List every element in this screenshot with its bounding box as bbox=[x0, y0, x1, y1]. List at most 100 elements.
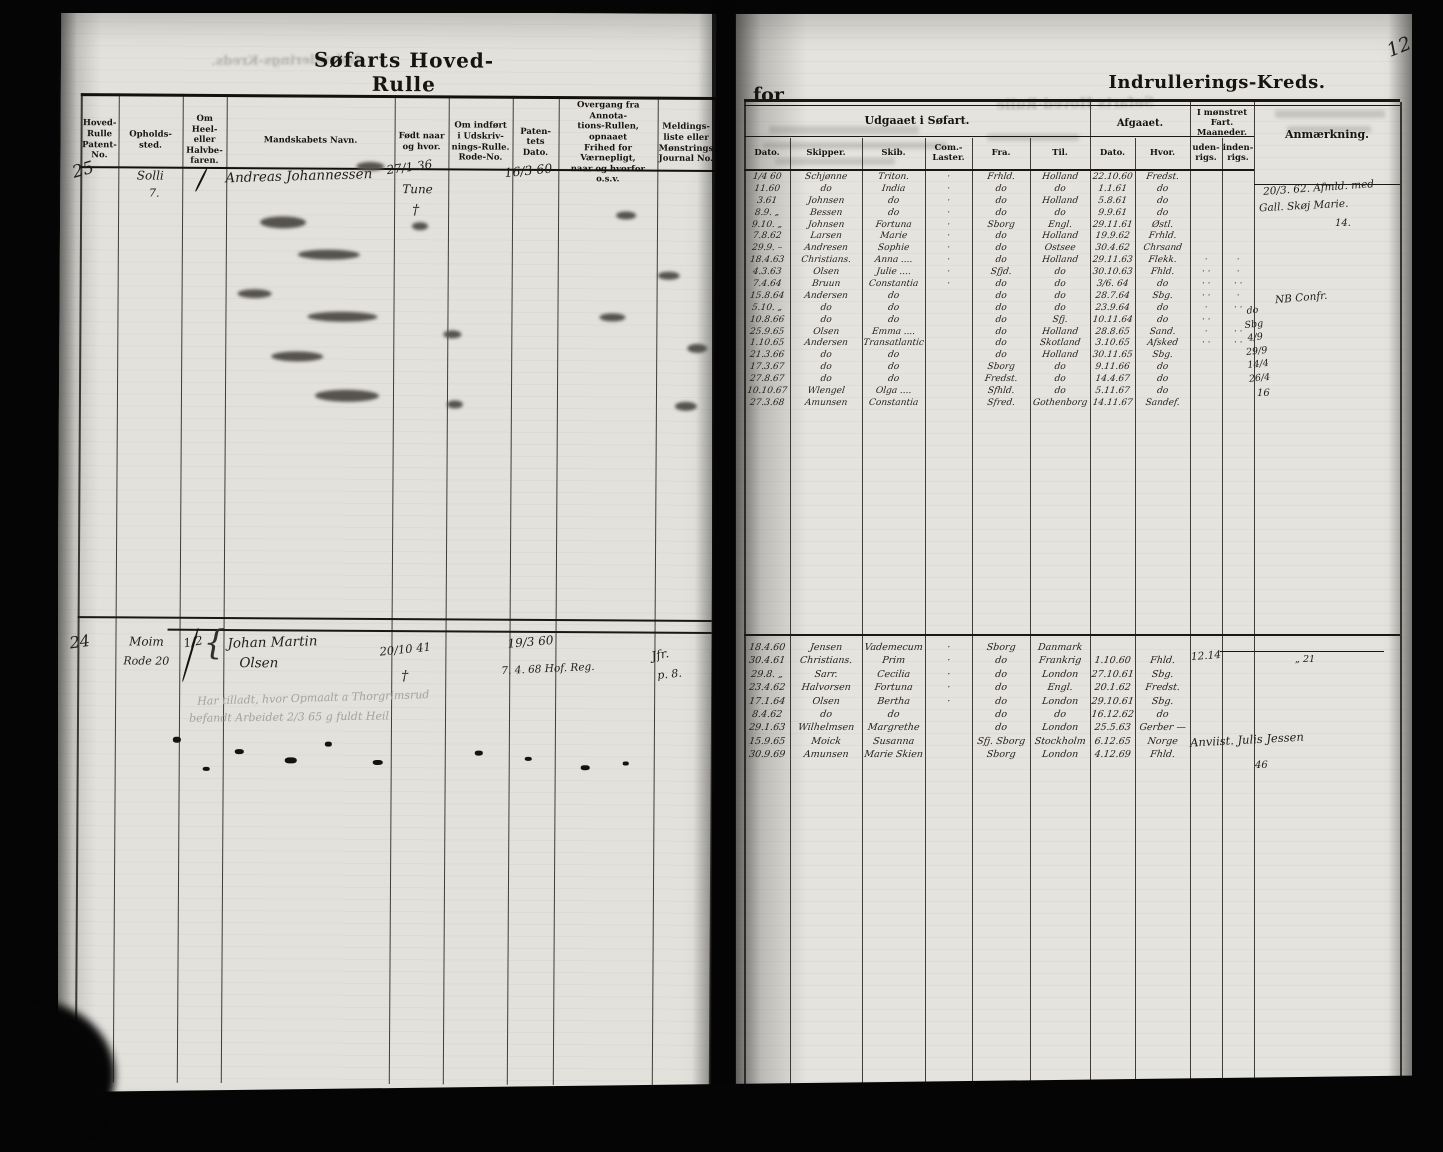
cell-afgaaet-hvor: Fredst. bbox=[1144, 682, 1181, 694]
cell-udenrigs: · bbox=[1204, 255, 1209, 266]
entry24-patent-note: 7. 4. 68 Hof. Reg. bbox=[501, 660, 595, 678]
cell-til: do bbox=[1053, 708, 1067, 720]
group-header-anmaerkning: Anmærkning. bbox=[1284, 128, 1369, 141]
cell-til: Holland bbox=[1041, 255, 1079, 266]
entry25-remark-line3: 14. bbox=[1335, 218, 1351, 229]
cell-skipper: Halvorsen bbox=[800, 682, 852, 694]
bleed-through-text bbox=[1287, 126, 1371, 133]
cell-indenrigs bbox=[1221, 696, 1255, 709]
cell-afgaaet-dato bbox=[1089, 642, 1136, 655]
cell-afgaaet-dato: 19.9.62 bbox=[1094, 231, 1131, 242]
cell-til: Engl. bbox=[1046, 682, 1074, 694]
cell-skipper: Sarr. bbox=[813, 668, 839, 680]
cell-udenrigs: · bbox=[1204, 302, 1209, 313]
header-bottom-line bbox=[744, 169, 1254, 171]
cell-til: Sfj. bbox=[1051, 314, 1069, 325]
cell-til: do bbox=[1053, 374, 1067, 385]
ink-smudge bbox=[411, 222, 429, 231]
cell-skib: Anna .... bbox=[874, 255, 914, 266]
cell-skipper: do bbox=[819, 362, 833, 373]
ink-smudge bbox=[297, 249, 360, 260]
voyage-row: 7.8.62 Larsen Marie · do Holland 19.9.62… bbox=[744, 231, 1400, 243]
cell-afgaaet-dato: 9.11.66 bbox=[1094, 362, 1131, 373]
cell-anm bbox=[1253, 315, 1400, 327]
cell-udenrigs bbox=[1189, 682, 1223, 695]
cell-afgaaet-hvor: Sand. bbox=[1149, 326, 1177, 337]
cell-indenrigs bbox=[1221, 220, 1254, 232]
grid-line bbox=[1190, 102, 1191, 138]
cell-fra: Frhld. bbox=[986, 172, 1016, 182]
voyage-row: 5.10. „ do do do do 23.9.64 do · · · bbox=[744, 303, 1400, 315]
cell-skib: do bbox=[887, 207, 900, 218]
cell-dato: 27.3.68 bbox=[749, 397, 785, 408]
cell-udenrigs bbox=[1189, 350, 1222, 362]
grid-line bbox=[1190, 138, 1191, 1086]
cell-til: London bbox=[1041, 695, 1079, 707]
cell-skib: India bbox=[881, 183, 906, 194]
cell-afgaaet-hvor: Afsked bbox=[1146, 338, 1179, 349]
cell-afgaaet-hvor: do bbox=[1156, 207, 1169, 218]
cell-fra: do bbox=[994, 338, 1008, 349]
cell-fra: do bbox=[994, 722, 1008, 734]
grid-line bbox=[220, 94, 228, 1084]
cell-dato: 1/4 60 bbox=[752, 172, 783, 182]
cell-comlaster: · bbox=[946, 231, 951, 242]
cell-skipper: do bbox=[819, 302, 833, 313]
cell-udenrigs: · · bbox=[1201, 267, 1212, 278]
cell-anm bbox=[1253, 669, 1401, 682]
cell-fra: do bbox=[994, 350, 1008, 361]
cell-comlaster bbox=[924, 362, 972, 374]
cell-fra: Sborg bbox=[986, 362, 1016, 373]
cell-afgaaet-hvor: Frhld. bbox=[1148, 231, 1178, 242]
cell-afgaaet-dato: 30.10.63 bbox=[1091, 267, 1134, 278]
cell-dato: 11.60 bbox=[753, 183, 781, 194]
voyage-row: 27.3.68 Amunsen Constantia Sfred. Gothen… bbox=[744, 398, 1400, 410]
cell-dato: 7.8.62 bbox=[752, 231, 783, 242]
ink-fleck bbox=[372, 759, 383, 765]
grid-line bbox=[506, 95, 514, 1085]
cell-skipper: Christians. bbox=[799, 655, 854, 667]
column-header: Fra. bbox=[991, 147, 1011, 158]
ink-smudge bbox=[599, 313, 626, 322]
cell-skipper: Andersen bbox=[803, 290, 849, 301]
voyage-row: 10.8.66 do do do Sfj. 10.11.64 do · · bbox=[744, 315, 1400, 327]
ink-smudge bbox=[271, 351, 324, 362]
ink-fleck bbox=[284, 757, 297, 764]
cell-afgaaet-dato: 28.8.65 bbox=[1094, 326, 1131, 337]
cell-til: Ostsee bbox=[1044, 243, 1077, 254]
cell-dato: 29.9. – bbox=[751, 243, 783, 254]
cell-skib: Sophie bbox=[877, 243, 910, 254]
ink-smudge bbox=[657, 271, 680, 280]
cell-afgaaet-hvor: do bbox=[1156, 708, 1170, 720]
cell-udenrigs bbox=[1189, 362, 1222, 374]
grid-line bbox=[552, 96, 560, 1086]
column-header: uden- rigs. bbox=[1192, 142, 1220, 163]
cell-dato: 5.10. „ bbox=[751, 302, 783, 313]
cell-afgaaet-hvor: do bbox=[1156, 374, 1169, 385]
cell-fra: do bbox=[994, 195, 1008, 206]
cell-afgaaet-hvor: Chrsand bbox=[1142, 243, 1183, 254]
cell-afgaaet-hvor: Sbg. bbox=[1151, 668, 1175, 680]
ink-smudge bbox=[314, 389, 380, 402]
cell-comlaster: · bbox=[946, 695, 951, 707]
cell-skib: do bbox=[887, 314, 900, 325]
entry24-residence-no: Rode 20 bbox=[123, 654, 170, 668]
grid-line bbox=[1090, 138, 1091, 1086]
cell-dato: 27.8.67 bbox=[749, 374, 785, 385]
cell-anm bbox=[1253, 267, 1400, 279]
book-gutter bbox=[712, 0, 736, 1152]
voyage-row: 23.4.62 Halvorsen Fortuna · do Engl. 20.… bbox=[744, 682, 1400, 695]
cell-skib: Margrethe bbox=[867, 722, 921, 734]
cell-skipper: Johnsen bbox=[807, 219, 845, 230]
cell-udenrigs bbox=[1189, 231, 1222, 243]
voyage-row: 7.4.64 Bruun Constantia · do do 3/6. 64 … bbox=[744, 279, 1400, 291]
partial-line bbox=[1220, 651, 1384, 652]
column-header: Dato. bbox=[754, 147, 780, 158]
cell-afgaaet-hvor: Fredst. bbox=[1145, 172, 1180, 182]
cell-comlaster: · bbox=[946, 255, 951, 266]
cell-comlaster bbox=[924, 350, 972, 362]
ink-fleck bbox=[580, 765, 590, 771]
cell-skib: Fortuna bbox=[873, 682, 914, 694]
column-header: Com.- Laster. bbox=[932, 142, 965, 163]
cell-afgaaet-hvor: Fhld. bbox=[1149, 749, 1176, 761]
